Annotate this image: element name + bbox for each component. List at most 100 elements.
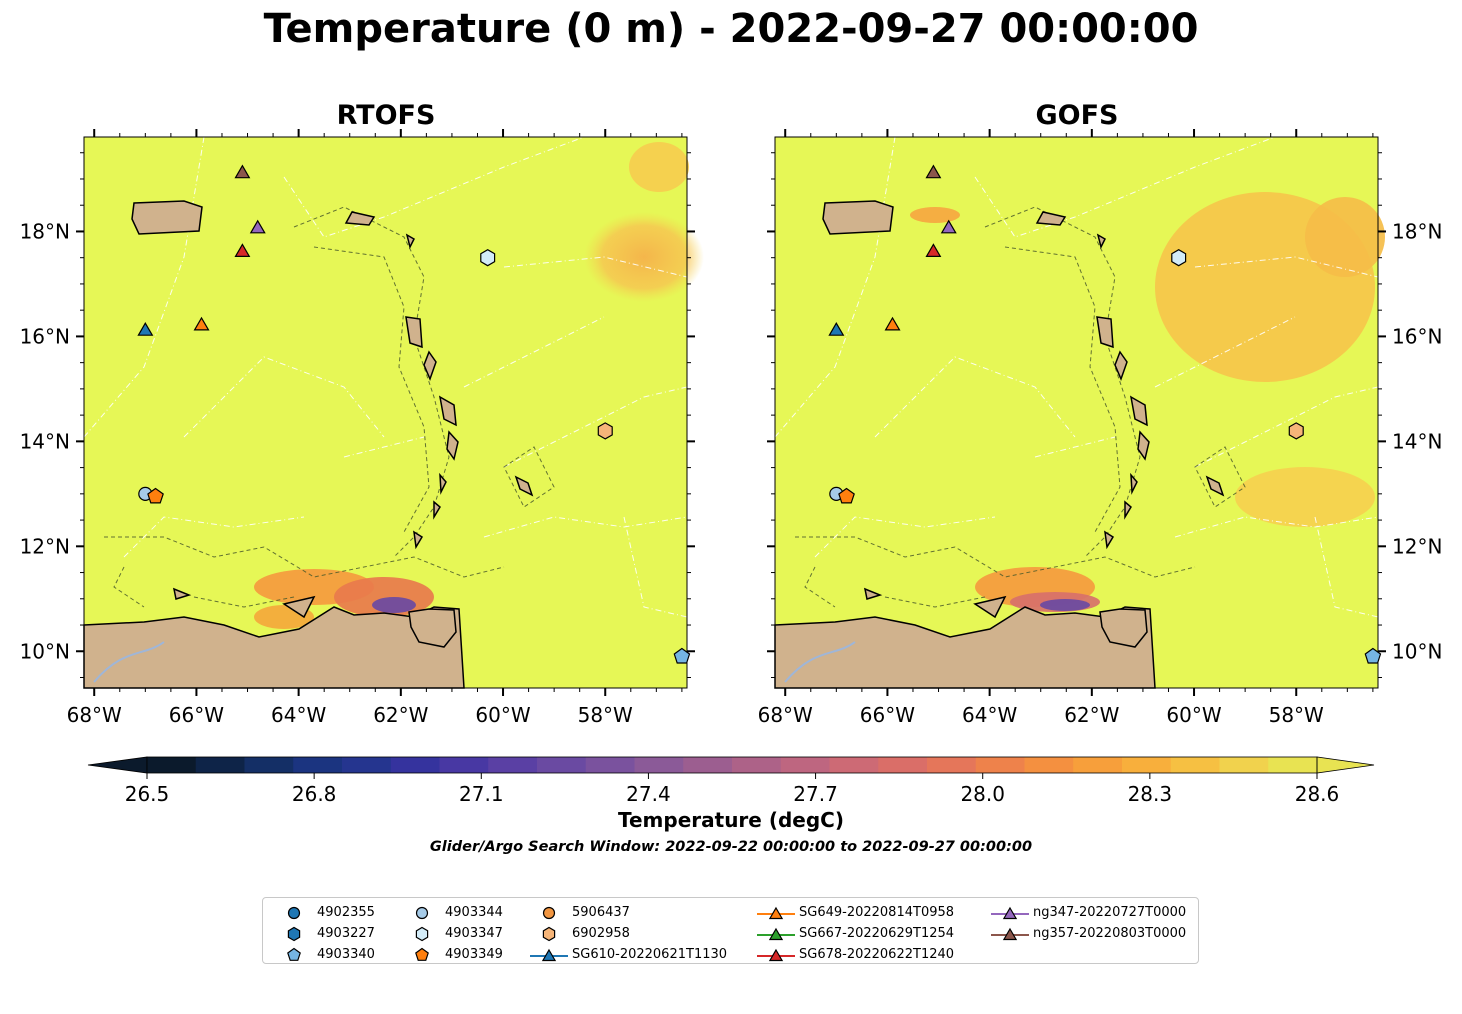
island-land <box>405 316 423 349</box>
legend-label: ng347-20220727T0000 <box>1033 905 1187 920</box>
island-land <box>1096 316 1114 349</box>
colorbar-segment <box>537 757 587 773</box>
map-panel-gofs: 68°W 66°W 64°W 62°W 60°W 58°W 10°N 12°N 14°N 16°N… <box>758 129 1442 727</box>
legend-item: SG610-20220621T1130 <box>528 945 753 965</box>
temperature-anomaly-patch <box>629 142 689 192</box>
legend-swatch <box>415 906 429 920</box>
island-land <box>282 595 316 619</box>
legend-item: 4903227 <box>273 924 393 944</box>
legend-label: 4902355 <box>317 905 375 920</box>
island-land <box>344 211 376 226</box>
bathymetry-contour <box>193 596 295 608</box>
colorbar-segment <box>975 757 1025 773</box>
eez-boundary <box>483 516 688 538</box>
marker-4903340 <box>1364 647 1382 664</box>
eez-boundary <box>503 256 688 278</box>
legend-swatch <box>542 906 556 920</box>
colorbar-segment <box>488 757 538 773</box>
x-tick-label: 68°W <box>758 703 813 727</box>
legend-marker <box>1002 906 1018 920</box>
legend-swatch <box>991 906 1029 920</box>
legend-marker <box>415 926 429 942</box>
panel-title-gofs: GOFS <box>1035 100 1119 131</box>
legend-marker <box>768 927 784 941</box>
legend-marker <box>542 926 556 942</box>
bathymetry-contour <box>104 536 505 578</box>
marker-ng357-20220803T0000 <box>234 164 251 179</box>
trinidad-land <box>1099 608 1148 648</box>
colorbar-segment <box>829 757 879 773</box>
x-tick-label: 66°W <box>169 703 224 727</box>
legend-swatch <box>542 926 556 942</box>
legend-swatch <box>530 948 568 962</box>
map-frame <box>83 136 688 689</box>
colorbar-segment <box>293 757 343 773</box>
y-tick-label: 16°N <box>1392 324 1442 348</box>
eez-boundary <box>283 136 585 238</box>
legend-item: 4903344 <box>401 903 521 923</box>
legend-marker <box>287 906 301 920</box>
marker-ng347-20220727T0000 <box>249 219 266 234</box>
eez-boundary <box>503 386 688 468</box>
legend-item: 4903349 <box>401 945 521 965</box>
colorbar-segment <box>390 757 440 773</box>
colorbar-segment <box>439 757 489 773</box>
legend-label: 4903227 <box>317 926 375 941</box>
x-tick-label: 62°W <box>373 703 428 727</box>
legend-item: SG649-20220814T0958 <box>755 903 980 923</box>
bathymetry-contour <box>804 566 836 608</box>
colorbar-segment <box>1122 757 1172 773</box>
bathymetry-contour <box>313 246 430 533</box>
island-land <box>438 395 457 427</box>
y-tick-label: 12°N <box>1392 534 1442 558</box>
eez-boundary <box>623 516 688 618</box>
colorbar-label: Temperature (degC) <box>618 808 844 832</box>
colorbar-segment <box>732 757 782 773</box>
eez-boundary <box>463 316 605 388</box>
eez-boundary <box>123 516 305 558</box>
colorbar-segment <box>195 757 245 773</box>
legend-item: 6902958 <box>528 924 753 944</box>
eez-boundary <box>974 136 1276 238</box>
island-land <box>1096 233 1106 250</box>
legend-label: 6902958 <box>572 926 630 941</box>
legend-label: SG610-20220621T1130 <box>572 947 728 962</box>
map-panel-rtofs: 68°W 66°W 64°W 62°W 60°W 58°W 10°N 12°N 14°N 16°N… <box>20 129 704 727</box>
colorbar-segment <box>1024 757 1074 773</box>
x-tick-label: 60°W <box>475 703 530 727</box>
search-window-note: Glider/Argo Search Window: 2022-09-22 00… <box>429 839 1033 855</box>
legend-item: 5906437 <box>528 903 753 923</box>
legend-swatch <box>757 927 795 941</box>
colorbar-segment <box>585 757 635 773</box>
legend-marker <box>1002 927 1018 941</box>
colorbar-segment <box>878 757 928 773</box>
map-frame <box>774 136 1379 689</box>
marker-SG610-20220621T1130 <box>137 322 154 336</box>
colorbar-segment <box>927 757 977 773</box>
y-tick-label: 12°N <box>20 534 70 558</box>
marker-4903340 <box>673 647 691 664</box>
legend-item: SG667-20220629T1254 <box>755 924 980 944</box>
x-tick-label: 58°W <box>578 703 633 727</box>
eez-boundary <box>343 436 425 458</box>
colorbar-tick-label: 26.8 <box>292 782 337 806</box>
x-tick-label: 58°W <box>1269 703 1324 727</box>
legend-marker <box>415 906 429 920</box>
y-tick-label: 14°N <box>1392 429 1442 453</box>
island-land <box>1129 395 1148 427</box>
legend-swatch <box>287 906 301 920</box>
legend-swatch <box>415 926 429 942</box>
island-land <box>514 475 534 497</box>
colorbar-tick-label: 26.5 <box>125 782 170 806</box>
legend-swatch <box>991 927 1029 941</box>
eez-boundary <box>1034 436 1116 458</box>
x-tick-label: 64°W <box>271 703 326 727</box>
legend-item: ng347-20220727T0000 <box>989 903 1214 923</box>
river <box>784 641 856 683</box>
island-land <box>405 233 415 250</box>
marker-SG649-20220814T0958 <box>884 316 901 331</box>
panel-title-rtofs: RTOFS <box>336 100 436 131</box>
island-land <box>1035 211 1067 226</box>
island-land <box>1104 530 1115 550</box>
